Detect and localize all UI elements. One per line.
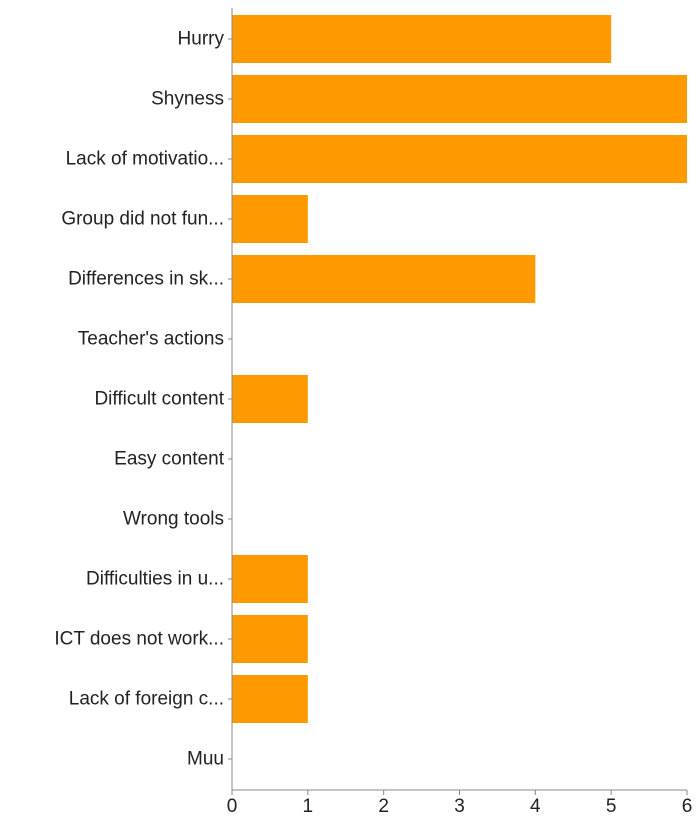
x-ticks-group: 0 1 2 3 4 5 6 xyxy=(227,790,693,817)
bar-3 xyxy=(232,195,308,243)
category-label: Easy content xyxy=(114,449,225,470)
bar-11 xyxy=(232,675,308,723)
x-tick-label: 3 xyxy=(454,796,465,817)
x-tick-label: 1 xyxy=(303,796,314,817)
category-label: Muu xyxy=(187,749,224,770)
category-label: Hurry xyxy=(178,29,225,50)
category-label: ICT does not work... xyxy=(54,629,224,650)
category-label: Shyness xyxy=(151,89,224,110)
bar-4 xyxy=(232,255,536,303)
category-label: Teacher's actions xyxy=(78,329,224,350)
category-label: Lack of motivatio... xyxy=(66,149,224,170)
bar-10 xyxy=(232,615,308,663)
category-label: Wrong tools xyxy=(123,509,224,530)
bar-1 xyxy=(232,75,687,123)
category-label: Differences in sk... xyxy=(68,269,224,290)
bars-group xyxy=(232,15,687,723)
category-label: Lack of foreign c... xyxy=(69,689,224,710)
bar-0 xyxy=(232,15,612,63)
x-tick-label: 5 xyxy=(606,796,617,817)
bar-9 xyxy=(232,555,308,603)
category-label: Group did not fun... xyxy=(61,209,224,230)
x-tick-label: 6 xyxy=(682,796,693,817)
category-labels-group: Hurry Shyness Lack of motivatio... Group di… xyxy=(54,29,224,770)
bar-6 xyxy=(232,375,308,423)
bar-2 xyxy=(232,135,687,183)
category-label: Difficult content xyxy=(94,389,224,410)
x-tick-label: 2 xyxy=(378,796,389,817)
x-tick-label: 4 xyxy=(530,796,541,817)
x-tick-label: 0 xyxy=(227,796,238,817)
category-label: Difficulties in u... xyxy=(86,569,224,590)
